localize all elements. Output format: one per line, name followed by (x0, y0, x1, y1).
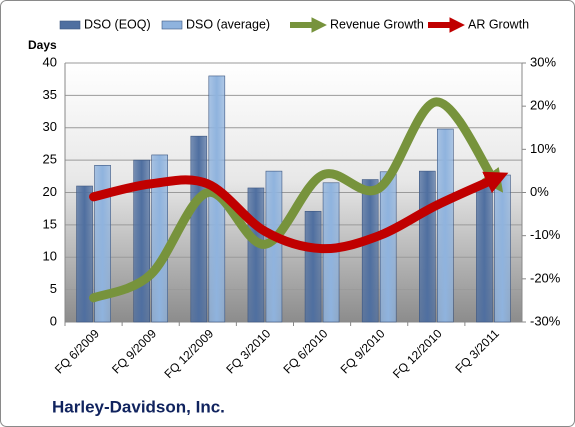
bar (476, 185, 493, 323)
line (89, 171, 509, 254)
y-tick-label: 30 (43, 119, 57, 134)
legend-swatch (161, 20, 183, 30)
chart-title: Harley-Davidson, Inc. (52, 397, 225, 416)
y2-tick-label: -10% (530, 227, 561, 242)
bar (247, 187, 265, 323)
bar (304, 210, 322, 323)
bar (151, 154, 168, 323)
y2-tick-label: -20% (530, 270, 561, 285)
y-tick-label: 25 (43, 152, 57, 167)
bar (419, 170, 436, 323)
legend-label: DSO (average) (186, 17, 270, 31)
y-tick-label: 40 (43, 54, 57, 69)
y-tick-label: 20 (43, 184, 57, 199)
bar (379, 171, 397, 323)
y2-tick-label: -30% (530, 313, 561, 328)
bar (361, 179, 379, 323)
y2-tick-label: 0% (530, 184, 549, 199)
legend-label: Revenue Growth (330, 17, 424, 31)
bar (494, 174, 511, 323)
legend-label: DSO (EOQ) (84, 17, 151, 31)
y-tick-label: 0 (50, 313, 57, 328)
y-tick-label: 35 (43, 87, 57, 102)
y-tick-label: 15 (43, 216, 57, 231)
bar (437, 128, 454, 323)
y2-tick-label: 20% (530, 98, 556, 113)
bar (76, 185, 93, 323)
line (89, 97, 504, 303)
y2-tick-label: 30% (530, 54, 556, 69)
bar (94, 165, 111, 323)
y2-tick-label: 10% (530, 141, 556, 156)
bar (190, 135, 208, 323)
legend-label: AR Growth (468, 17, 529, 31)
y-tick-label: 10 (43, 249, 57, 264)
legend-swatch (59, 20, 81, 30)
y-axis-label: Days (28, 38, 57, 52)
y-tick-label: 5 (50, 281, 57, 296)
